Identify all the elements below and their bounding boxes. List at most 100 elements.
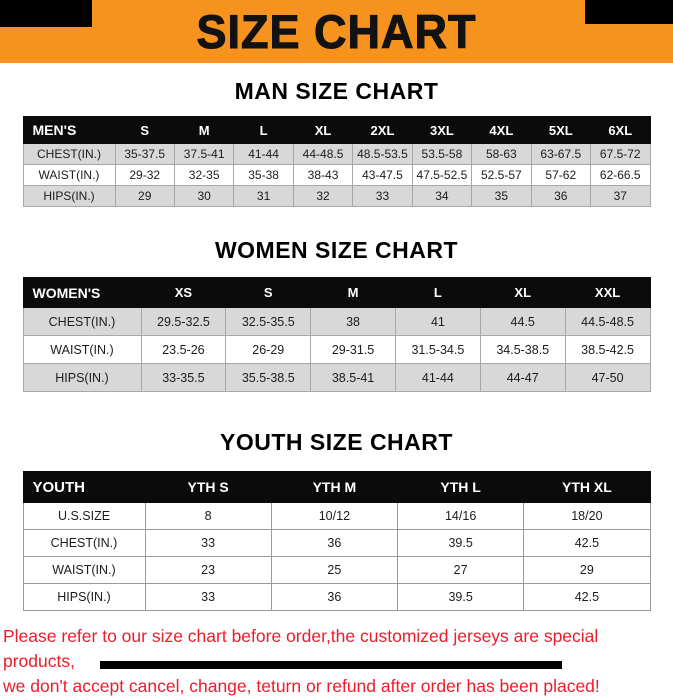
table-row: HIPS(IN.) 33-35.5 35.5-38.5 38.5-41 41-44 44-… (22, 363, 651, 392)
womens-header-row: WOMEN'S XS S M L XL XXL (22, 277, 651, 308)
cell-value: 23.5-26 (140, 335, 227, 364)
cell-value: 33 (144, 529, 272, 557)
section-youth-size-chart: YOUTH SIZE CHART YOUTH YTH S YTH M YTH L YTH… (0, 429, 673, 611)
mens-size-column-header: XL (292, 116, 354, 144)
cell-value: 38.5-42.5 (564, 335, 651, 364)
mens-size-column-header: 4XL (471, 116, 532, 144)
cell-value: 10/12 (270, 502, 399, 530)
mens-size-column-header: L (233, 116, 294, 144)
youth-header-row: YOUTH YTH S YTH M YTH L YTH XL (22, 471, 651, 503)
womens-size-table: WOMEN'S XS S M L XL XXL CHEST(IN.) 29.5-32.5 32.5… (22, 277, 651, 392)
cell-value: 34 (411, 185, 473, 207)
row-label: WAIST(IN.) (22, 556, 146, 584)
row-label: U.S.SIZE (22, 502, 146, 530)
cell-value: 35.5-38.5 (225, 363, 312, 392)
cell-value: 36 (530, 185, 592, 207)
cell-value: 44-48.5 (292, 143, 354, 165)
cell-value: 57-62 (530, 164, 592, 186)
mens-table-title-cell: MEN'S (22, 116, 116, 144)
mens-size-column-header: M (173, 116, 235, 144)
cell-value: 37 (590, 185, 651, 207)
corner-block-left (0, 0, 92, 27)
table-row: CHEST(IN.) 29.5-32.5 32.5-35.5 38 41 44.5 44.5… (22, 307, 651, 336)
table-row: CHEST(IN.) 33 36 39.5 42.5 (22, 529, 651, 557)
row-label: WAIST(IN.) (22, 335, 142, 364)
youth-table-title-cell: YOUTH (22, 471, 146, 503)
row-label: CHEST(IN.) (22, 529, 146, 557)
cell-value: 33-35.5 (140, 363, 227, 392)
cell-value: 44.5 (479, 307, 566, 336)
cell-value: 14/16 (396, 502, 525, 530)
mens-size-column-header: 6XL (590, 116, 651, 144)
table-row: WAIST(IN.) 29-32 32-35 35-38 38-43 43-47.5 47.… (22, 164, 651, 186)
cell-value: 34.5-38.5 (479, 335, 566, 364)
title-banner: SIZE CHART (0, 0, 673, 63)
page-title: SIZE CHART (196, 4, 477, 59)
notice-line-1: Please refer to our size chart before or… (3, 626, 599, 671)
mens-size-column-header: 5XL (530, 116, 592, 144)
table-row: HIPS(IN.) 33 36 39.5 42.5 (22, 583, 651, 611)
cell-value: 42.5 (523, 529, 651, 557)
youth-size-column-header: YTH XL (523, 471, 651, 503)
youth-size-column-header: YTH M (270, 471, 399, 503)
womens-size-column-header: M (310, 277, 396, 308)
cell-value: 63-67.5 (530, 143, 592, 165)
cell-value: 29.5-32.5 (140, 307, 227, 336)
mens-size-table: MEN'S S M L XL 2XL 3XL 4XL 5XL 6XL CHEST(IN.) 35-37… (22, 116, 651, 207)
womens-size-column-header: L (394, 277, 481, 308)
mens-size-column-header: 2XL (352, 116, 413, 144)
row-label: HIPS(IN.) (22, 185, 116, 207)
cell-value: 35 (471, 185, 532, 207)
youth-size-column-header: YTH L (396, 471, 525, 503)
womens-size-column-header: S (225, 277, 312, 308)
cell-value: 36 (270, 583, 399, 611)
table-row: WAIST(IN.) 23.5-26 26-29 29-31.5 31.5-34.5 34… (22, 335, 651, 364)
cell-value: 35-38 (233, 164, 294, 186)
cell-value: 36 (270, 529, 399, 557)
womens-size-column-header: XS (140, 277, 227, 308)
cell-value: 38.5-41 (310, 363, 396, 392)
notice-line-2: we don't accept cancel, change, teturn o… (3, 675, 600, 696)
row-label: WAIST(IN.) (22, 164, 116, 186)
cell-value: 44.5-48.5 (564, 307, 651, 336)
row-label: CHEST(IN.) (22, 307, 142, 336)
cell-value: 41 (394, 307, 481, 336)
cell-value: 35-37.5 (114, 143, 175, 165)
cell-value: 43-47.5 (352, 164, 413, 186)
cell-value: 41-44 (233, 143, 294, 165)
section-women-size-chart: WOMEN SIZE CHART WOMEN'S XS S M L XL XXL CHEST(… (0, 237, 673, 392)
cell-value: 53.5-58 (411, 143, 473, 165)
cell-value: 25 (270, 556, 399, 584)
cell-value: 39.5 (396, 583, 525, 611)
cell-value: 47-50 (564, 363, 651, 392)
row-label: HIPS(IN.) (22, 583, 146, 611)
youth-size-table: YOUTH YTH S YTH M YTH L YTH XL U.S.SIZE 8 10/12… (22, 471, 651, 611)
cell-value: 37.5-41 (173, 143, 235, 165)
womens-size-column-header: XL (479, 277, 566, 308)
cell-value: 29-31.5 (310, 335, 396, 364)
cell-value: 8 (144, 502, 272, 530)
table-row: WAIST(IN.) 23 25 27 29 (22, 556, 651, 584)
cell-value: 26-29 (225, 335, 312, 364)
cell-value: 62-66.5 (590, 164, 651, 186)
table-row: HIPS(IN.) 29 30 31 32 33 34 35 36 37 (22, 185, 651, 207)
cell-value: 32.5-35.5 (225, 307, 312, 336)
bottom-black-bar (100, 661, 562, 669)
cell-value: 31.5-34.5 (394, 335, 481, 364)
cell-value: 47.5-52.5 (411, 164, 473, 186)
cell-value: 41-44 (394, 363, 481, 392)
cell-value: 67.5-72 (590, 143, 651, 165)
cell-value: 32 (292, 185, 354, 207)
womens-table-title-cell: WOMEN'S (22, 277, 142, 308)
cell-value: 29 (523, 556, 651, 584)
women-size-chart-heading: WOMEN SIZE CHART (214, 237, 459, 263)
table-row: U.S.SIZE 8 10/12 14/16 18/20 (22, 502, 651, 530)
youth-size-column-header: YTH S (144, 471, 272, 503)
cell-value: 38 (310, 307, 396, 336)
cell-value: 23 (144, 556, 272, 584)
cell-value: 29 (114, 185, 175, 207)
cell-value: 44-47 (479, 363, 566, 392)
mens-header-row: MEN'S S M L XL 2XL 3XL 4XL 5XL 6XL (22, 116, 651, 144)
cell-value: 30 (173, 185, 235, 207)
